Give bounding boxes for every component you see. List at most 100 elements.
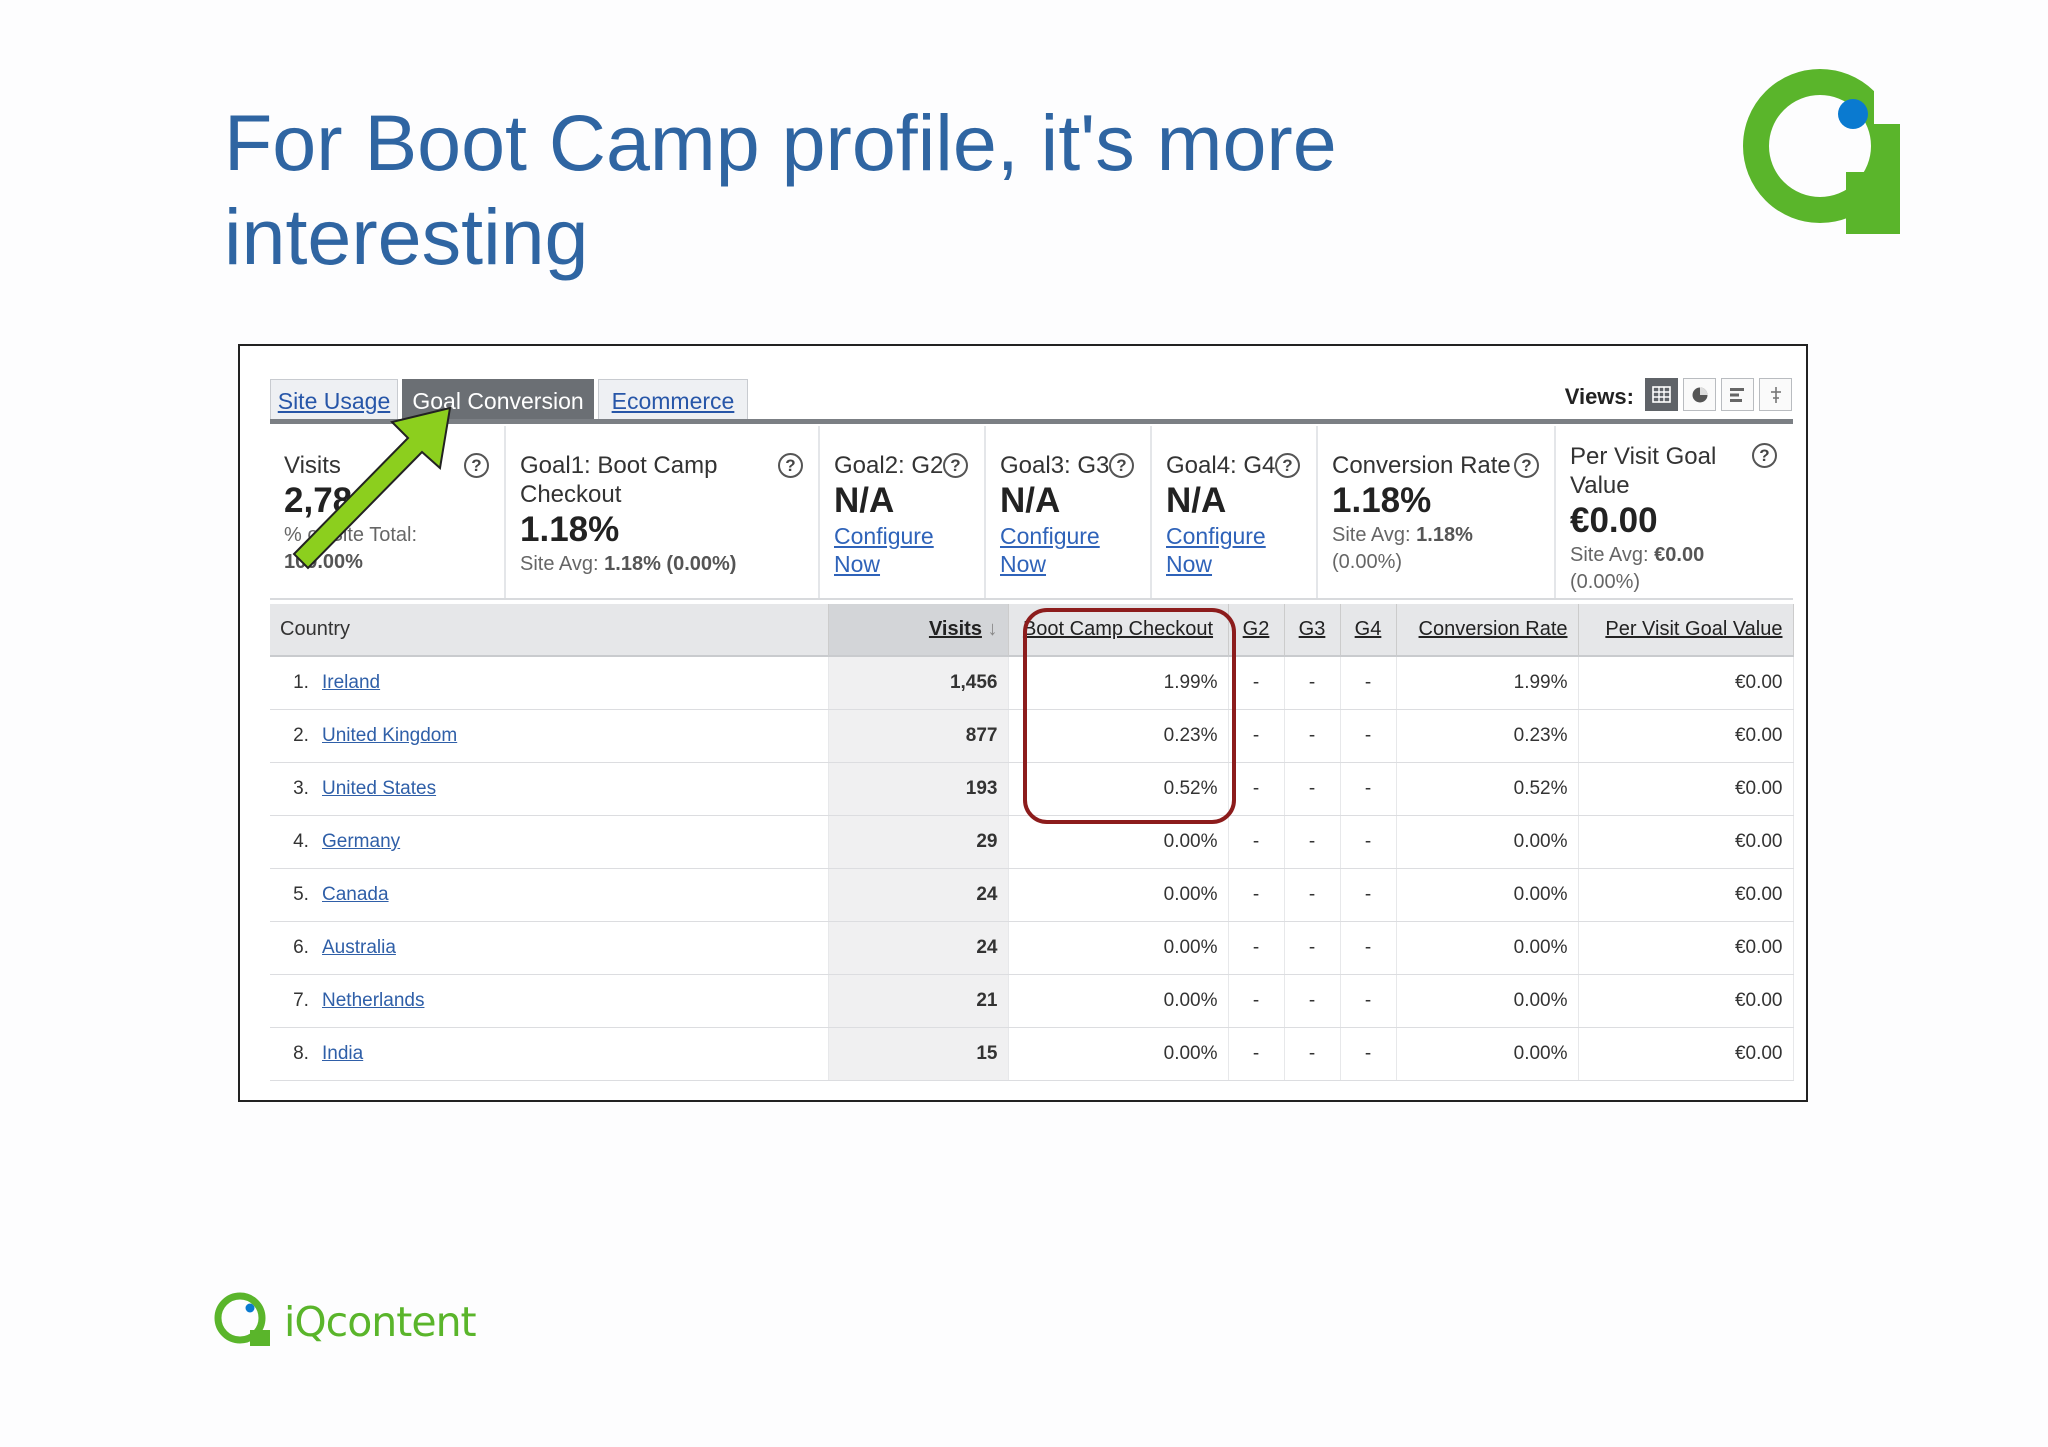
bar-view-icon[interactable] <box>1721 378 1754 411</box>
row-number: 6. <box>293 937 309 958</box>
row-number: 3. <box>293 778 309 799</box>
compare-view-icon[interactable] <box>1759 378 1792 411</box>
slide-title-line-1: For Boot Camp profile, it's more <box>224 98 1337 187</box>
slide-title-line-2: interesting <box>224 192 589 281</box>
g4-cell: - <box>1340 1027 1397 1081</box>
configure-now-link[interactable]: Configure Now <box>1166 523 1266 577</box>
help-icon[interactable]: ? <box>464 453 489 478</box>
g4-cell: - <box>1340 815 1397 869</box>
row-number: 2. <box>293 725 309 746</box>
goal-value-cell: €0.00 <box>1578 815 1794 869</box>
iqcontent-logo-icon <box>1743 64 1900 234</box>
row-number: 8. <box>293 1043 309 1064</box>
country-link[interactable]: Canada <box>322 884 389 905</box>
table-row: 2. United Kingdom 877 0.23% - - -0.23% €0.00 <box>270 709 1794 763</box>
conversion-rate-cell: 0.52% <box>1396 762 1579 816</box>
help-icon[interactable]: ? <box>1109 453 1134 478</box>
checkout-cell: 0.00% <box>1008 1027 1229 1081</box>
metric-sub-value: 1.18% <box>1416 524 1473 546</box>
visits-cell: 24 <box>828 921 1009 975</box>
configure-now-link[interactable]: Configure Now <box>1000 523 1100 577</box>
help-icon[interactable]: ? <box>943 453 968 478</box>
boot-camp-checkout-sort-link[interactable]: Boot Camp Checkout <box>1022 618 1214 640</box>
column-header-g2[interactable]: G2 <box>1228 604 1285 657</box>
column-header-g4[interactable]: G4 <box>1340 604 1397 657</box>
metric-label: Goal1: Boot Camp Checkout <box>520 452 718 508</box>
country-cell: 4. Germany <box>270 815 829 869</box>
g4-cell: - <box>1340 709 1397 763</box>
iqcontent-footer-icon <box>214 1292 270 1346</box>
metric-value: N/A <box>1166 481 1227 520</box>
metric-label: Conversion Rate <box>1332 452 1511 479</box>
footer-logo: iQcontent <box>212 1290 477 1360</box>
goal-value-cell: €0.00 <box>1578 1027 1794 1081</box>
footer-logo-text: iQcontent <box>284 1298 477 1346</box>
conversion-rate-cell: 1.99% <box>1396 656 1579 710</box>
g3-cell: - <box>1284 974 1341 1028</box>
checkout-cell: 0.00% <box>1008 974 1229 1028</box>
g2-cell: - <box>1228 921 1285 975</box>
country-link[interactable]: Netherlands <box>322 990 425 1011</box>
table-view-icon[interactable] <box>1645 378 1678 411</box>
column-header-conversion-rate[interactable]: Conversion Rate <box>1396 604 1579 657</box>
visits-cell: 29 <box>828 815 1009 869</box>
country-link[interactable]: Ireland <box>322 672 381 693</box>
g2-cell: - <box>1228 1027 1285 1081</box>
country-link[interactable]: United States <box>322 778 437 799</box>
metric-goal3: Goal3: G3 N/A Configure Now ? <box>986 426 1152 598</box>
checkout-cell: 0.00% <box>1008 868 1229 922</box>
country-link[interactable]: Germany <box>322 831 401 852</box>
conversion-rate-sort-link[interactable]: Conversion Rate <box>1418 618 1568 640</box>
g2-cell: - <box>1228 868 1285 922</box>
table-row: 4. Germany 29 0.00% - - -0.00% €0.00 <box>270 815 1794 869</box>
g4-cell: - <box>1340 921 1397 975</box>
metric-goal2: Goal2: G2 N/A Configure Now ? <box>820 426 986 598</box>
g3-sort-link[interactable]: G3 <box>1298 618 1326 640</box>
pie-view-icon[interactable] <box>1683 378 1716 411</box>
g2-sort-link[interactable]: G2 <box>1242 618 1270 640</box>
metric-sub-value: €0.00 <box>1654 544 1705 566</box>
visits-cell: 21 <box>828 974 1009 1028</box>
visits-cell: 24 <box>828 868 1009 922</box>
per-visit-goal-value-sort-link[interactable]: Per Visit Goal Value <box>1605 618 1783 640</box>
metric-label: Goal3: G3 <box>1000 452 1110 479</box>
goal-value-cell: €0.00 <box>1578 709 1794 763</box>
checkout-cell: 0.00% <box>1008 921 1229 975</box>
help-icon[interactable]: ? <box>1752 443 1777 468</box>
help-icon[interactable]: ? <box>1275 453 1300 478</box>
country-link[interactable]: India <box>322 1043 364 1064</box>
tab-ecommerce[interactable]: Ecommerce <box>598 379 748 420</box>
column-header-per-visit-goal-value[interactable]: Per Visit Goal Value <box>1578 604 1794 657</box>
help-icon[interactable]: ? <box>778 453 803 478</box>
g4-cell: - <box>1340 656 1397 710</box>
metric-value: N/A <box>1000 481 1061 520</box>
visits-sort-link[interactable]: Visits <box>928 618 982 640</box>
table-row: 7. Netherlands 21 0.00% - - -0.00% €0.00 <box>270 974 1794 1028</box>
country-link[interactable]: United Kingdom <box>322 725 458 746</box>
highlight-box <box>1023 608 1236 824</box>
sort-down-arrow-icon: ↓ <box>987 618 998 640</box>
column-header-g3[interactable]: G3 <box>1284 604 1341 657</box>
g4-sort-link[interactable]: G4 <box>1354 618 1382 640</box>
goal-value-cell: €0.00 <box>1578 974 1794 1028</box>
conversion-rate-cell: 0.00% <box>1396 1027 1579 1081</box>
g2-cell: - <box>1228 815 1285 869</box>
configure-now-link[interactable]: Configure Now <box>834 523 934 577</box>
tab-site-usage[interactable]: Site Usage <box>270 379 398 420</box>
table-row: 6. Australia 24 0.00% - - -0.00% €0.00 <box>270 921 1794 975</box>
country-link[interactable]: Australia <box>322 937 396 958</box>
g2-cell: - <box>1228 656 1285 710</box>
country-cell: 8. India <box>270 1027 829 1081</box>
help-icon[interactable]: ? <box>1514 453 1539 478</box>
tab-goal-conversion[interactable]: Goal Conversion <box>402 379 594 420</box>
column-header-visits[interactable]: Visits ↓ <box>828 604 1009 657</box>
column-header-country[interactable]: Country <box>270 604 829 657</box>
metric-label: Goal4: G4 <box>1166 452 1276 479</box>
country-cell: 5. Canada <box>270 868 829 922</box>
metric-label: Goal2: G2 <box>834 452 944 479</box>
goal-value-cell: €0.00 <box>1578 656 1794 710</box>
table-row: 1. Ireland 1,456 1.99% - - -1.99% €0.00 <box>270 656 1794 710</box>
table-row: 3. United States 193 0.52% - - -0.52% €0.00 <box>270 762 1794 816</box>
g2-cell: - <box>1228 974 1285 1028</box>
g3-cell: - <box>1284 1027 1341 1081</box>
